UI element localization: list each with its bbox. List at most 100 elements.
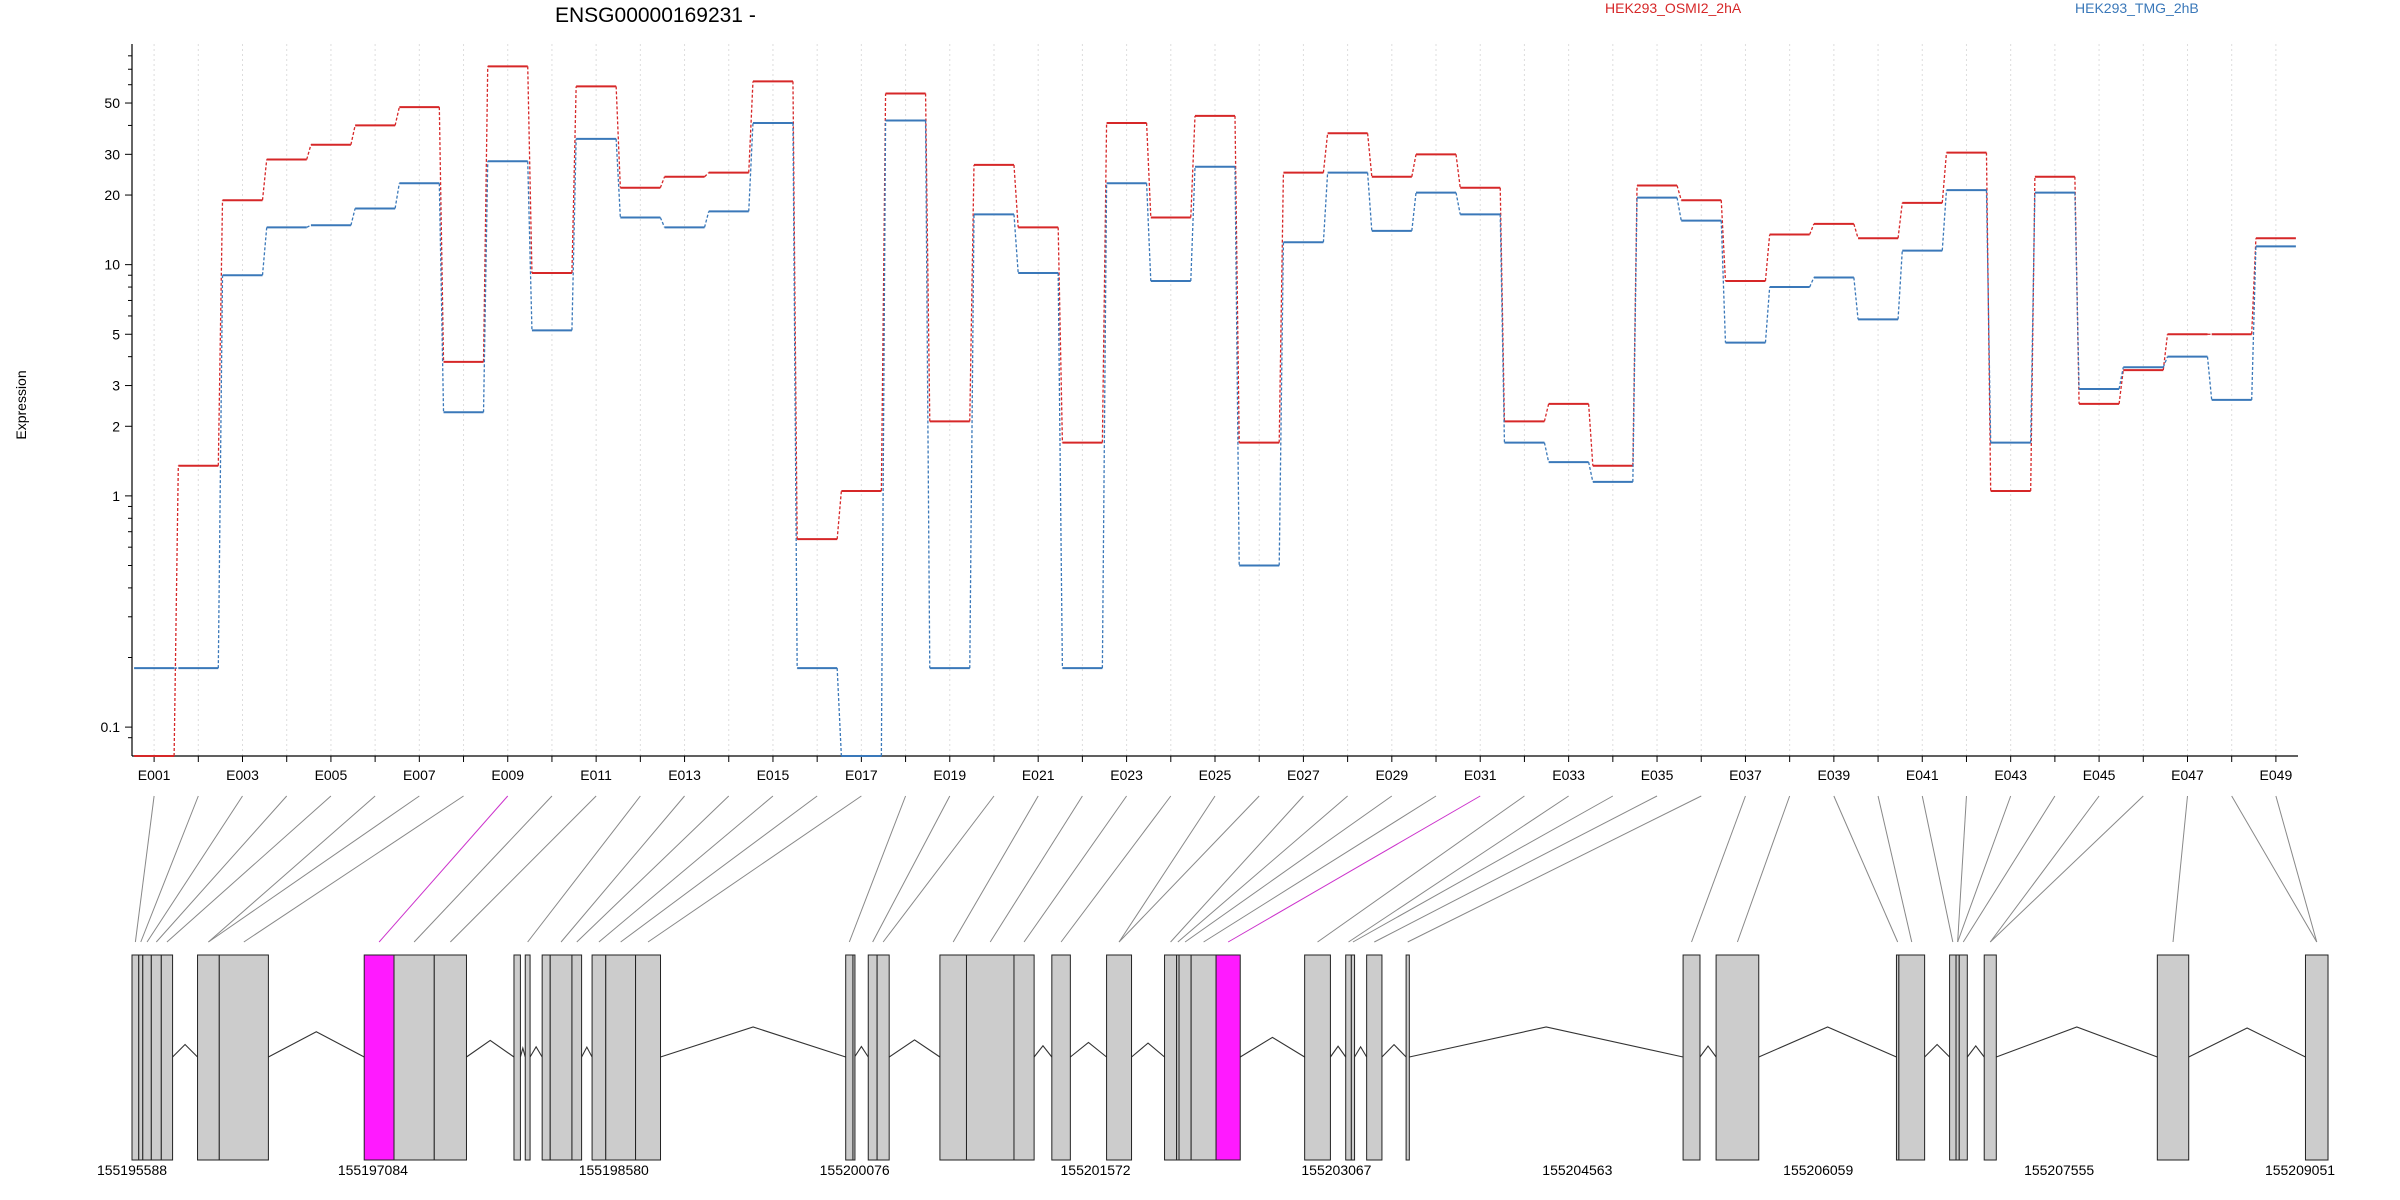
exon-connector [1184, 795, 1393, 943]
exon [2304, 954, 2329, 1161]
exon [138, 954, 144, 1161]
series-connector [836, 490, 843, 540]
exon-connector [1989, 795, 2100, 943]
genomic-coordinate-label: 155201572 [1061, 1162, 1131, 1178]
exon-connector [2275, 795, 2318, 943]
exon-connector [1374, 795, 1658, 943]
exon [571, 954, 583, 1161]
x-tick-label: E045 [2083, 767, 2116, 783]
series-connector [1013, 164, 1019, 228]
series-connector [217, 200, 224, 466]
series-connector [527, 66, 533, 274]
series-connector [1145, 122, 1152, 218]
exon-connector [1317, 795, 1525, 943]
y-tick-label: 2 [112, 418, 120, 434]
genomic-coordinate-label: 155198580 [579, 1162, 649, 1178]
exon [939, 954, 967, 1161]
x-tick-label: E047 [2171, 767, 2204, 783]
series-connector [1190, 166, 1196, 281]
series-connector [969, 214, 975, 669]
y-tick-label: 1 [112, 488, 120, 504]
series-connector [2162, 356, 2169, 368]
exon-connector [598, 795, 774, 943]
exon [150, 954, 162, 1161]
genomic-coordinate-axis: 155195588 155197084 155198580 155200076 1552… [97, 1162, 2335, 1178]
x-tick-label: E019 [933, 767, 966, 783]
series-connector [924, 120, 931, 669]
exon-connector [1957, 795, 1967, 943]
x-tick-label: E015 [757, 767, 790, 783]
exon-connector [378, 795, 509, 943]
exon-connector [952, 795, 1039, 943]
exon-connector [2231, 795, 2318, 943]
series-connector [394, 106, 400, 126]
series-connector [836, 668, 843, 757]
y-tick-label: 20 [104, 187, 120, 203]
y-tick-label: 5 [112, 326, 120, 342]
series-connector [1809, 277, 1815, 288]
genomic-coordinate-label: 155197084 [338, 1162, 408, 1178]
exon [1190, 954, 1217, 1161]
exon [1958, 954, 1968, 1161]
series-connector [1764, 287, 1771, 343]
exon [1106, 954, 1133, 1161]
intron [854, 1045, 869, 1058]
intron [1329, 1045, 1347, 1058]
exon [218, 954, 269, 1161]
exon [2156, 954, 2190, 1161]
chart-title: ENSG00000169231 - [555, 4, 756, 27]
intron [1381, 1043, 1407, 1058]
intron [172, 1043, 198, 1058]
series-connector [217, 275, 224, 669]
series-1 [134, 119, 2296, 757]
x-tick-label: E005 [315, 767, 348, 783]
series-connector [792, 81, 798, 540]
exon [605, 954, 637, 1161]
y-axis: 0.1 1 2 3 5 10 20 30 50 [101, 44, 133, 756]
genomic-coordinate-label: 155200076 [820, 1162, 890, 1178]
series-connector [1101, 122, 1108, 443]
exon-connector [620, 795, 818, 943]
exon-connector [1060, 795, 1172, 943]
exon [1366, 954, 1383, 1161]
exon-connector [1736, 795, 1791, 943]
exon-connector [1348, 795, 1569, 943]
series-connector [1764, 234, 1771, 282]
intron [1996, 1026, 2158, 1058]
series-connector [350, 125, 356, 145]
exon [965, 954, 1015, 1161]
series-connector [748, 81, 754, 173]
exon-connector [413, 795, 553, 943]
exon [160, 954, 174, 1161]
series-connector [2030, 192, 2036, 443]
exon-highlighted [363, 954, 395, 1161]
series-connector [1941, 190, 1948, 251]
exon-connector [243, 795, 464, 943]
exon-connector [576, 795, 730, 943]
y-tick-label: 10 [104, 257, 120, 273]
series-connector [615, 138, 621, 218]
exon-connector [1833, 795, 1899, 943]
series-connector [173, 465, 179, 757]
series-connector [306, 144, 312, 160]
exon [1405, 954, 1410, 1161]
exon-connector [1203, 795, 1437, 943]
exon-connector [882, 795, 995, 943]
exon [131, 954, 140, 1161]
exon [513, 954, 521, 1161]
exon-connector [1352, 795, 1614, 943]
genomic-coordinate-label: 155195588 [97, 1162, 167, 1178]
series-connector [2074, 192, 2080, 389]
series-connector [1057, 273, 1064, 669]
legend-entry-osmi2: HEK293_OSMI2_2hA [1605, 0, 1742, 16]
exon [867, 954, 878, 1161]
exon-connector [1877, 795, 1913, 943]
exon [1682, 954, 1701, 1161]
series-connector [1853, 223, 1859, 239]
intron [581, 1045, 593, 1058]
exon-connector [1989, 795, 2144, 943]
genomic-coordinate-label: 155209051 [2265, 1162, 2335, 1178]
series-connector [1366, 172, 1373, 231]
intron [1239, 1036, 1305, 1058]
series-connector [704, 172, 710, 178]
